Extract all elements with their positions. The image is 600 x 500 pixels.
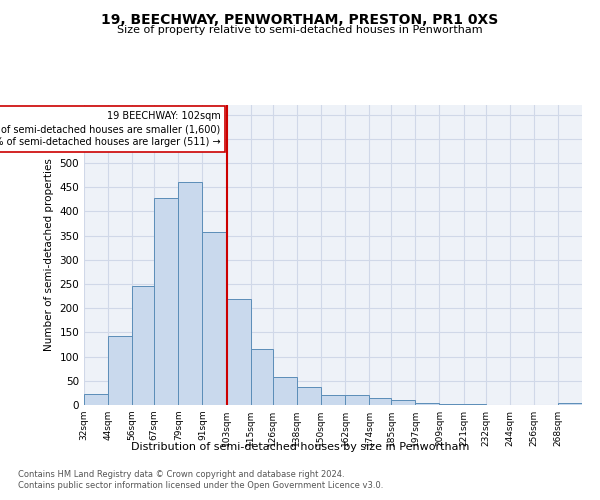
Text: Distribution of semi-detached houses by size in Penwortham: Distribution of semi-detached houses by … bbox=[131, 442, 469, 452]
Text: Size of property relative to semi-detached houses in Penwortham: Size of property relative to semi-detach… bbox=[117, 25, 483, 35]
Bar bbox=[321, 396, 345, 405]
Bar bbox=[227, 299, 251, 405]
Text: Contains HM Land Registry data © Crown copyright and database right 2024.: Contains HM Land Registry data © Crown c… bbox=[18, 470, 344, 479]
Bar bbox=[464, 404, 485, 405]
Bar bbox=[297, 386, 321, 405]
Bar bbox=[108, 336, 132, 405]
Bar bbox=[202, 232, 227, 405]
Bar bbox=[558, 402, 582, 405]
Bar bbox=[391, 400, 415, 405]
Bar bbox=[439, 404, 464, 405]
Bar bbox=[178, 182, 202, 405]
Bar bbox=[369, 398, 391, 405]
Text: Contains public sector information licensed under the Open Government Licence v3: Contains public sector information licen… bbox=[18, 481, 383, 490]
Text: 19 BEECHWAY: 102sqm
← 75% of semi-detached houses are smaller (1,600)
24% of sem: 19 BEECHWAY: 102sqm ← 75% of semi-detach… bbox=[0, 111, 221, 147]
Bar bbox=[345, 396, 369, 405]
Bar bbox=[415, 402, 439, 405]
Bar bbox=[132, 286, 154, 405]
Bar bbox=[84, 394, 108, 405]
Bar bbox=[273, 377, 297, 405]
Bar bbox=[154, 198, 178, 405]
Y-axis label: Number of semi-detached properties: Number of semi-detached properties bbox=[44, 158, 54, 352]
Text: 19, BEECHWAY, PENWORTHAM, PRESTON, PR1 0XS: 19, BEECHWAY, PENWORTHAM, PRESTON, PR1 0… bbox=[101, 12, 499, 26]
Bar bbox=[251, 350, 273, 405]
